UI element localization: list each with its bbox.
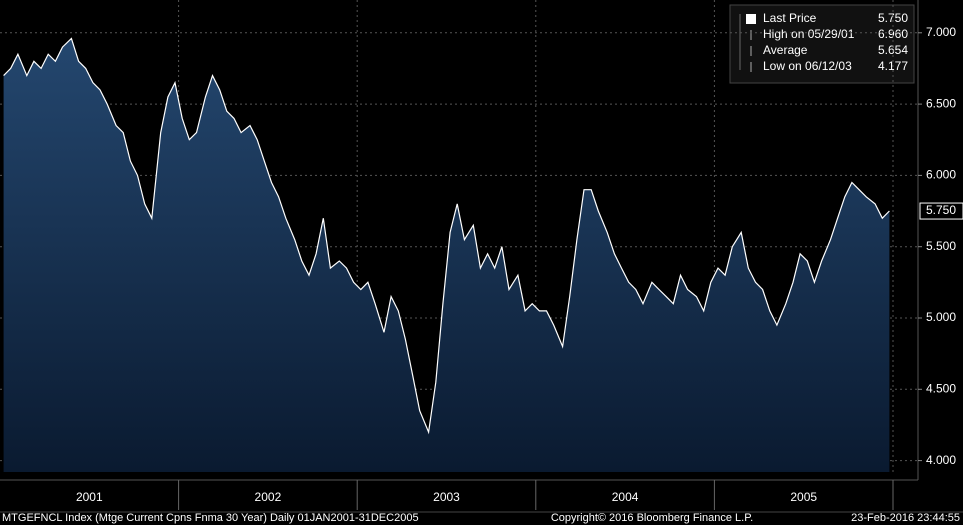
legend-label: Low on 06/12/03 — [763, 59, 852, 73]
area-fill — [3, 38, 890, 472]
y-tick-label: 5.000 — [926, 310, 956, 324]
y-tick-label: 6.500 — [926, 96, 956, 110]
legend-label: Average — [763, 43, 808, 57]
footer-center: Copyright© 2016 Bloomberg Finance L.P. — [551, 512, 753, 524]
legend-box — [729, 4, 915, 84]
last-price-label: 5.750 — [926, 203, 956, 217]
legend: Last Price 5.750 High on 05/29/01 6.960 Aver… — [729, 4, 915, 84]
x-tick-label: 2004 — [612, 490, 639, 504]
x-tick-label: 2001 — [76, 490, 103, 504]
legend-value: 5.750 — [878, 11, 908, 25]
y-tick-label: 5.500 — [926, 239, 956, 253]
y-tick-label: 7.000 — [926, 25, 956, 39]
x-tick-label: 2005 — [790, 490, 817, 504]
y-tick-label: 4.000 — [926, 453, 956, 467]
y-tick-label: 6.000 — [926, 168, 956, 182]
footer-left: MTGEFNCL Index (Mtge Current Cpns Fnma 3… — [2, 512, 419, 524]
x-tick-label: 2003 — [433, 490, 460, 504]
legend-label: Last Price — [763, 11, 817, 25]
x-tick-label: 2002 — [255, 490, 282, 504]
legend-swatch — [746, 14, 756, 24]
legend-label: High on 05/29/01 — [763, 27, 855, 41]
footer-right: 23-Feb-2016 23:44:55 — [851, 512, 960, 524]
last-price-tag — [919, 202, 963, 220]
price-line — [3, 37, 890, 435]
y-tick-label: 4.500 — [926, 381, 956, 395]
legend-value: 6.960 — [878, 27, 908, 41]
